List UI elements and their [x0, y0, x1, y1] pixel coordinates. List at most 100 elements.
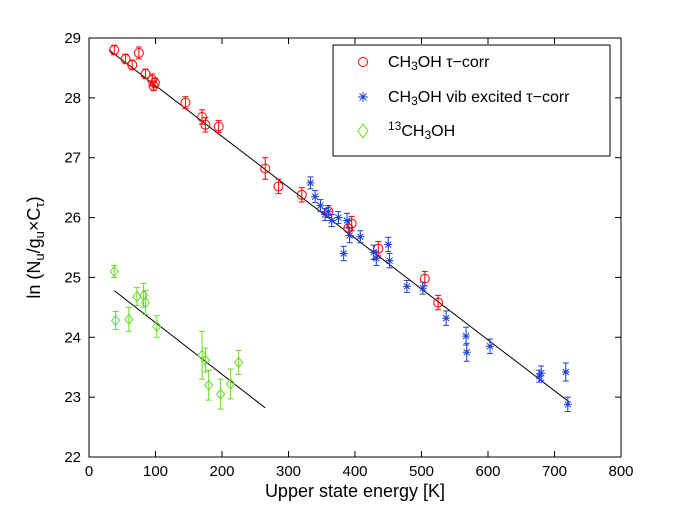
y-tick-label: 23 — [64, 389, 81, 406]
error-bar — [112, 311, 119, 331]
data-point — [311, 192, 320, 201]
data-point — [316, 201, 325, 210]
data-point — [260, 163, 271, 174]
y-label-times: ×C — [24, 208, 44, 232]
data-point — [339, 249, 348, 258]
x-tick-label: 0 — [85, 463, 93, 480]
legend-marker-diamond — [357, 123, 369, 139]
data-point — [110, 314, 121, 327]
data-point — [372, 254, 381, 263]
data-point — [418, 284, 427, 293]
y-label-suffix: ) — [24, 196, 44, 202]
data-point — [433, 297, 444, 308]
data-point — [273, 181, 284, 192]
error-bar — [142, 290, 149, 316]
data-point — [124, 313, 134, 326]
error-bar — [133, 287, 140, 307]
error-bar — [227, 368, 234, 400]
error-bar — [135, 46, 142, 60]
y-label-sub-2: u — [32, 231, 47, 238]
x-tick-label: 100 — [143, 463, 168, 480]
x-tick-label: 200 — [209, 463, 234, 480]
data-point — [133, 47, 144, 58]
error-bar — [149, 73, 156, 87]
y-tick-label: 24 — [64, 329, 81, 346]
x-tick-label: 400 — [342, 463, 367, 480]
y-tick-label: 29 — [64, 30, 81, 47]
x-tick-label: 800 — [608, 463, 633, 480]
error-bar — [182, 96, 189, 110]
y-tick-label: 27 — [64, 150, 81, 167]
data-point — [180, 97, 191, 108]
data-point — [419, 273, 430, 284]
data-point — [140, 296, 151, 309]
data-point — [385, 256, 394, 265]
legend-marker-circle — [358, 57, 368, 67]
legend-label-ch3oh-vib: CH3OH vib excited τ−corr — [388, 89, 570, 108]
data-point — [120, 53, 131, 64]
y-label-sub-1: u — [32, 253, 47, 260]
data-point — [384, 240, 393, 249]
y-tick-label: 22 — [64, 449, 81, 466]
legend-entry-ch3oh-vib: CH3OH vib excited τ−corr — [358, 89, 570, 108]
data-point — [462, 332, 471, 341]
data-point — [334, 213, 343, 222]
y-tick-label: 25 — [64, 269, 81, 286]
data-point — [442, 314, 451, 323]
data-point — [152, 320, 162, 333]
data-point — [213, 121, 224, 132]
legend-box — [332, 44, 611, 157]
y-label-sub-3: τ — [32, 202, 47, 208]
error-bar — [125, 306, 132, 332]
data-point — [485, 342, 494, 351]
error-bar — [235, 349, 242, 375]
error-bar — [202, 347, 209, 373]
data-point — [200, 354, 211, 366]
fit-line — [113, 290, 266, 409]
data-point — [561, 368, 570, 377]
data-point — [147, 74, 158, 85]
legend: CH3OH τ−corr CH3OH vib excited τ−corr 13… — [332, 44, 611, 157]
series-diamond — [109, 264, 244, 410]
legend-entry-13ch3oh: 13CH3OH — [357, 119, 455, 142]
y-tick-label: 26 — [64, 210, 81, 227]
data-point — [233, 356, 244, 369]
series-star — [306, 176, 572, 413]
data-point — [402, 282, 411, 291]
legend-label-13ch3oh: 13CH3OH — [388, 119, 455, 141]
y-axis-label: ln (Nu/gu×Cτ) — [24, 196, 47, 298]
data-point — [563, 400, 572, 409]
data-point — [537, 369, 546, 378]
data-point — [296, 189, 307, 200]
data-point — [324, 207, 333, 216]
data-point — [327, 216, 336, 225]
data-point — [345, 231, 354, 240]
y-label-mid: /g — [24, 238, 44, 253]
legend-marker-star — [358, 92, 368, 102]
error-bar — [199, 330, 206, 380]
data-point — [462, 348, 471, 357]
data-point — [109, 265, 119, 278]
data-marks — [109, 44, 572, 413]
x-tick-label: 600 — [475, 463, 500, 480]
data-point — [306, 178, 315, 187]
y-tick-label: 28 — [64, 90, 81, 107]
error-bar — [205, 369, 212, 401]
error-bar — [217, 378, 224, 410]
data-point — [216, 388, 226, 400]
error-bar — [153, 315, 160, 338]
data-point — [109, 44, 120, 55]
legend-entry-ch3oh: CH3OH τ−corr — [358, 54, 490, 73]
error-bar — [111, 264, 118, 278]
error-bar — [262, 157, 269, 180]
legend-label-ch3oh: CH3OH τ−corr — [388, 54, 490, 73]
error-bar — [215, 120, 222, 134]
data-point — [204, 379, 214, 391]
data-point — [343, 216, 352, 225]
x-tick-label: 700 — [542, 463, 567, 480]
x-tick-label: 300 — [276, 463, 301, 480]
data-point — [356, 232, 365, 241]
x-tick-label: 500 — [409, 463, 434, 480]
y-label-prefix: ln (N — [24, 261, 44, 299]
